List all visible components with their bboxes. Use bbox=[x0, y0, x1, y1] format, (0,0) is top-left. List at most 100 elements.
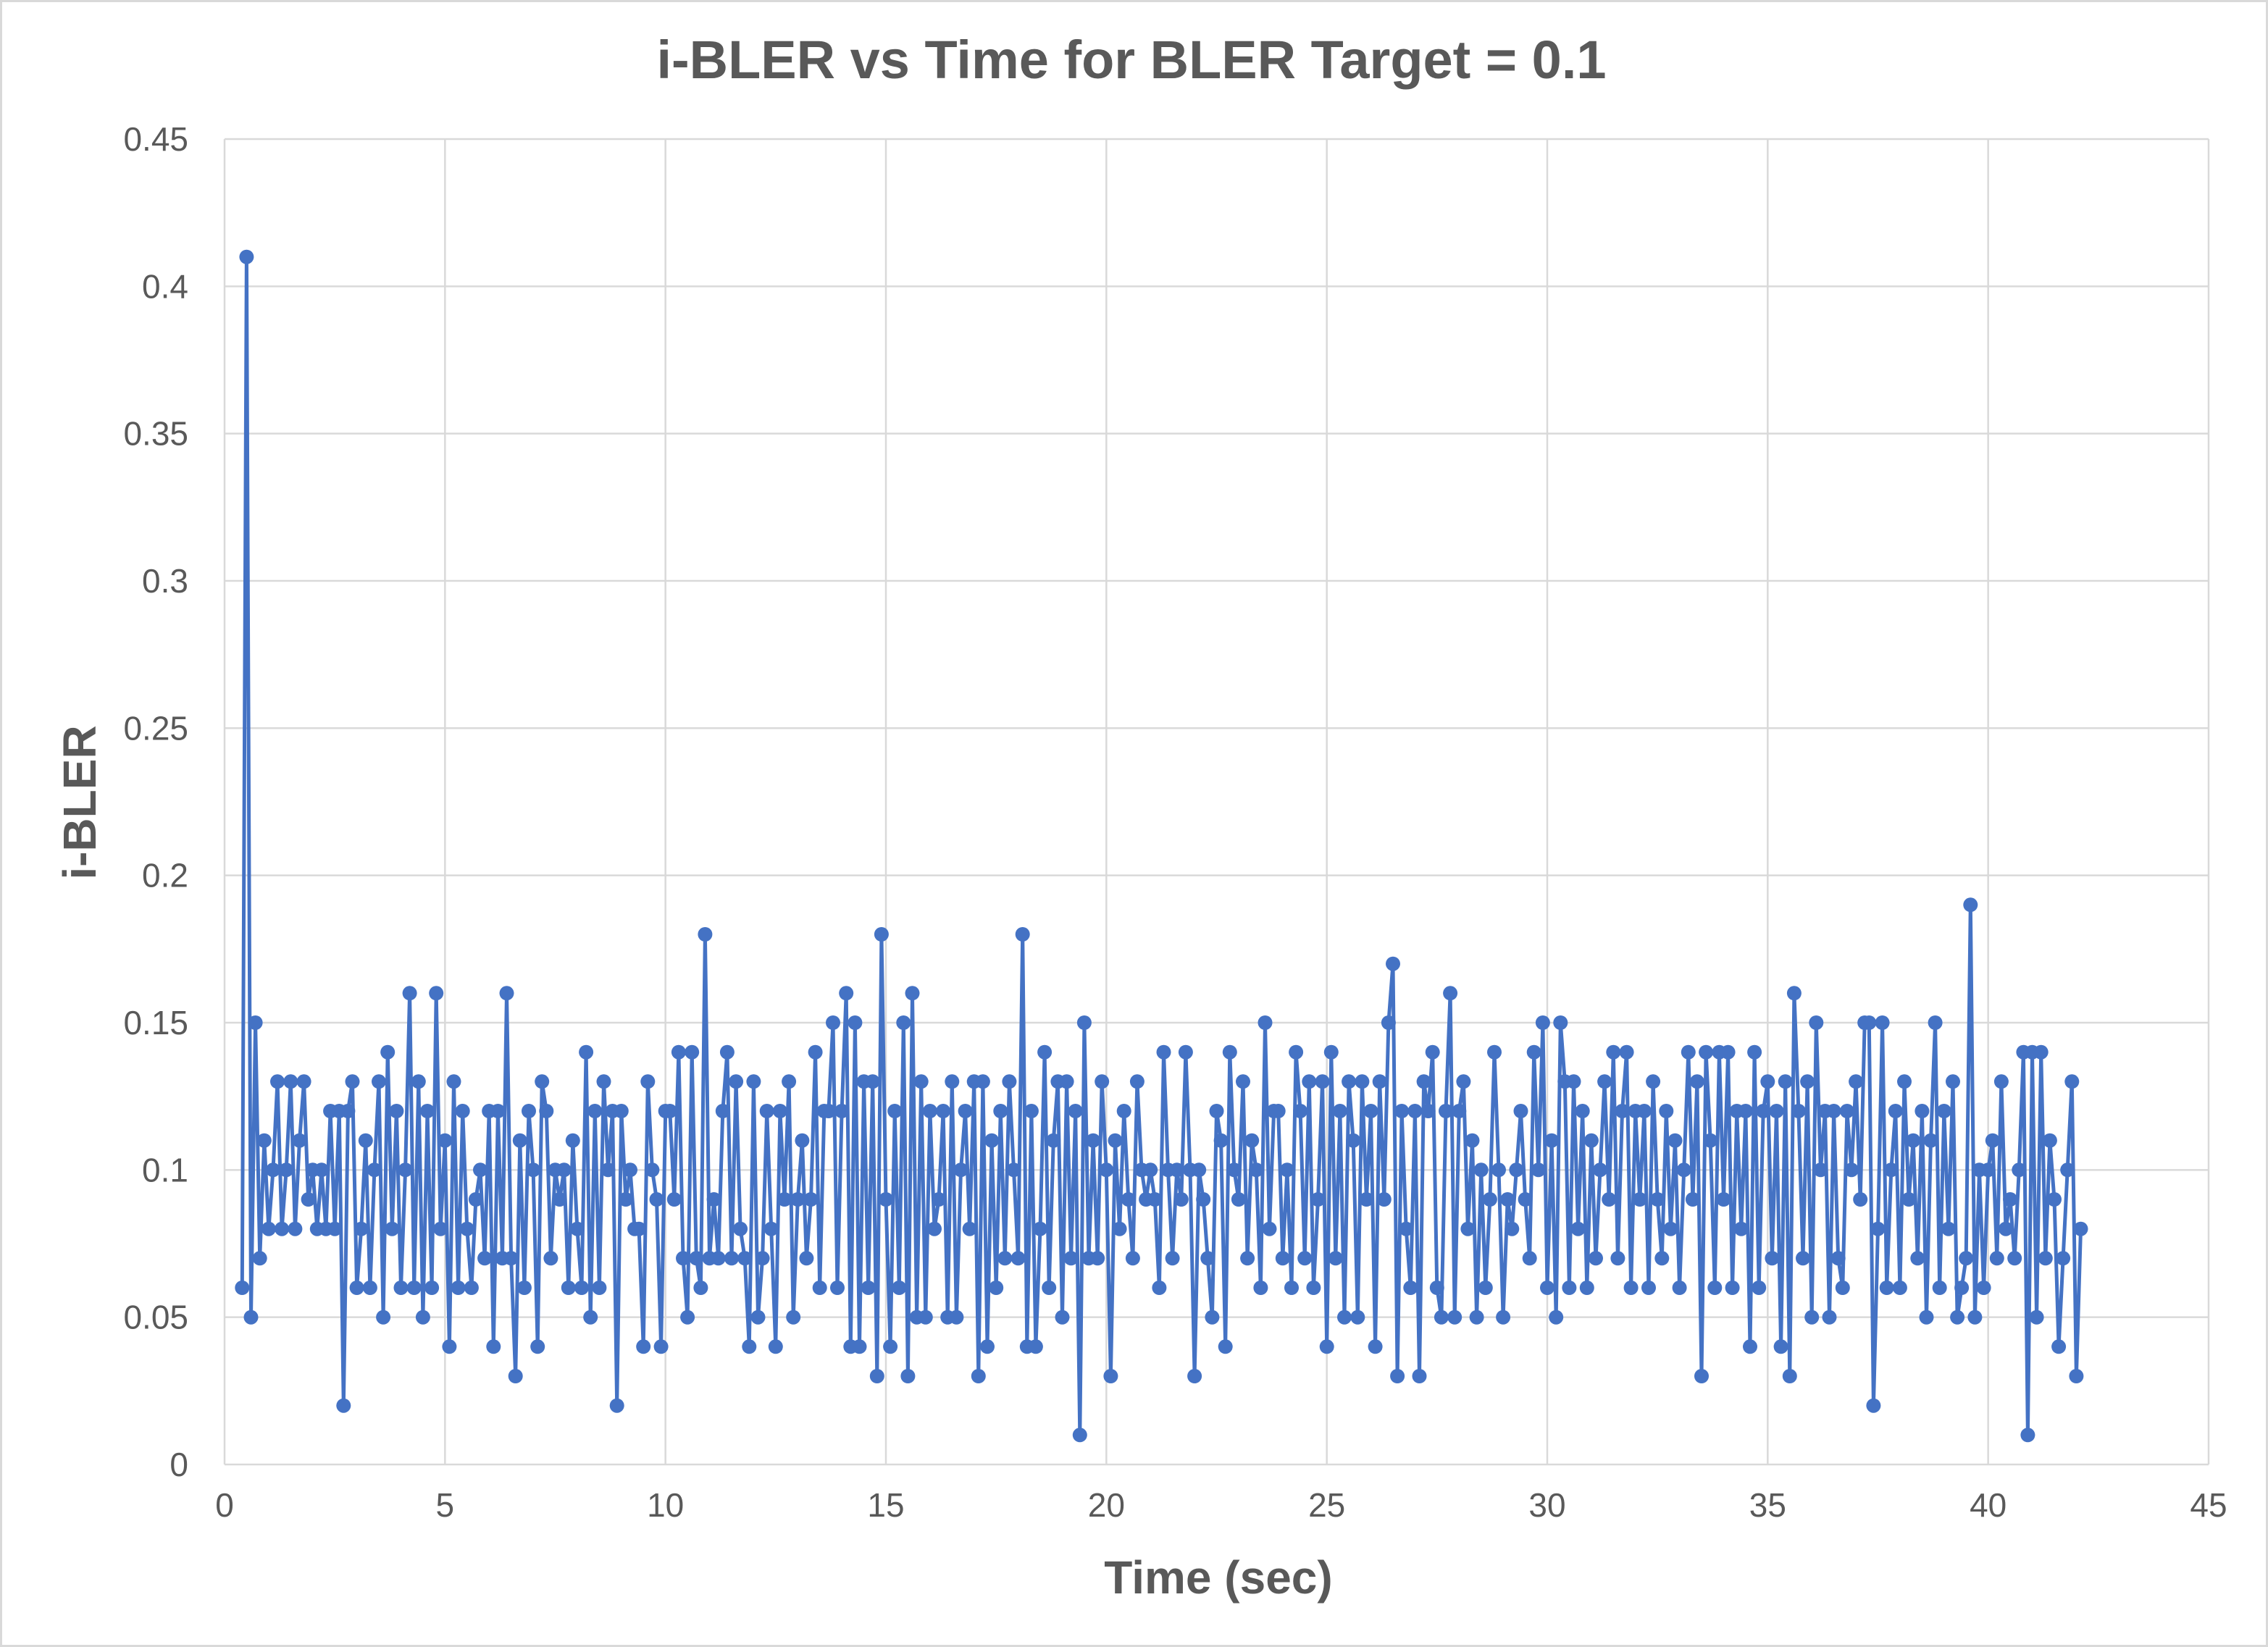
data-point bbox=[1125, 1251, 1140, 1266]
data-point bbox=[561, 1281, 576, 1295]
data-point bbox=[1002, 1074, 1017, 1089]
data-point bbox=[649, 1192, 664, 1207]
data-point bbox=[1540, 1281, 1554, 1295]
data-point bbox=[729, 1074, 744, 1089]
data-point bbox=[1323, 1044, 1339, 1060]
data-point bbox=[556, 1162, 572, 1178]
data-point bbox=[1271, 1104, 1286, 1118]
data-point bbox=[587, 1104, 603, 1118]
data-point bbox=[1076, 1015, 1092, 1030]
data-point bbox=[508, 1369, 523, 1383]
data-point bbox=[742, 1339, 757, 1354]
data-point bbox=[1046, 1133, 1061, 1148]
data-point bbox=[808, 1044, 823, 1060]
data-point bbox=[345, 1074, 360, 1089]
data-point bbox=[1575, 1104, 1590, 1118]
data-point bbox=[2056, 1251, 2071, 1266]
data-point bbox=[601, 1162, 616, 1178]
data-point bbox=[296, 1074, 311, 1089]
data-point bbox=[1883, 1162, 1899, 1178]
data-point bbox=[786, 1309, 801, 1325]
data-point bbox=[671, 1044, 686, 1060]
data-point bbox=[1006, 1162, 1021, 1178]
data-point bbox=[279, 1162, 294, 1178]
data-point bbox=[1752, 1281, 1767, 1295]
data-point bbox=[790, 1192, 805, 1207]
data-point bbox=[1319, 1339, 1334, 1354]
data-point bbox=[1936, 1104, 1951, 1118]
data-point bbox=[1676, 1162, 1691, 1178]
data-point bbox=[429, 986, 444, 1001]
data-point bbox=[1946, 1074, 1960, 1089]
data-point bbox=[499, 986, 514, 1001]
data-point bbox=[945, 1074, 960, 1089]
data-point bbox=[1196, 1192, 1211, 1207]
data-point bbox=[1456, 1074, 1471, 1089]
data-point bbox=[1835, 1281, 1850, 1295]
data-point bbox=[1469, 1309, 1484, 1325]
data-point bbox=[2033, 1044, 2049, 1060]
data-point bbox=[1147, 1192, 1163, 1207]
data-point bbox=[795, 1133, 810, 1148]
data-point bbox=[367, 1162, 382, 1178]
data-point bbox=[1509, 1162, 1524, 1178]
data-point bbox=[1434, 1309, 1449, 1325]
data-point bbox=[1090, 1251, 1105, 1266]
data-point bbox=[579, 1044, 594, 1060]
data-point bbox=[733, 1221, 748, 1236]
data-point bbox=[1332, 1104, 1347, 1118]
data-point bbox=[799, 1251, 814, 1266]
data-point bbox=[1862, 1015, 1877, 1030]
data-point bbox=[719, 1044, 735, 1060]
data-point bbox=[1593, 1162, 1607, 1178]
data-point bbox=[1716, 1192, 1731, 1207]
data-point bbox=[1928, 1015, 1943, 1030]
data-point bbox=[288, 1221, 303, 1236]
data-point bbox=[1720, 1044, 1736, 1060]
data-point bbox=[1496, 1309, 1511, 1325]
data-point bbox=[1068, 1104, 1083, 1118]
chart-title: i-BLER vs Time for BLER Target = 0.1 bbox=[656, 30, 1606, 90]
data-point bbox=[623, 1162, 637, 1178]
tick-labels: 0 5 10 15 20 25 30 35 40 45 0 0.05 0.1 0.15 0.2 0.25 0.3… bbox=[123, 120, 2227, 1524]
data-point bbox=[1350, 1309, 1365, 1325]
data-point bbox=[1849, 1074, 1864, 1089]
data-point bbox=[1822, 1309, 1837, 1325]
data-point bbox=[1015, 927, 1030, 942]
data-point bbox=[949, 1309, 964, 1325]
data-point bbox=[1213, 1133, 1229, 1148]
data-point bbox=[1033, 1221, 1047, 1236]
data-point bbox=[848, 1015, 863, 1030]
data-point bbox=[1152, 1281, 1167, 1295]
data-point bbox=[2007, 1251, 2022, 1266]
data-point bbox=[1394, 1104, 1410, 1118]
x-tick-label: 40 bbox=[1970, 1486, 2007, 1524]
data-point bbox=[1386, 956, 1400, 971]
data-point bbox=[1407, 1104, 1423, 1118]
x-tick-label: 25 bbox=[1308, 1486, 1345, 1524]
data-point bbox=[516, 1281, 532, 1295]
data-point bbox=[433, 1221, 448, 1236]
data-point bbox=[782, 1074, 797, 1089]
data-point bbox=[283, 1074, 298, 1089]
data-point bbox=[2029, 1309, 2044, 1325]
data-point bbox=[645, 1162, 660, 1178]
data-point bbox=[1782, 1369, 1797, 1383]
data-point bbox=[1888, 1104, 1903, 1118]
data-point bbox=[464, 1281, 479, 1295]
data-point bbox=[826, 1015, 840, 1030]
data-point bbox=[614, 1104, 629, 1118]
data-point bbox=[1143, 1162, 1158, 1178]
data-point bbox=[1976, 1281, 1991, 1295]
data-point bbox=[1875, 1015, 1890, 1030]
data-point bbox=[473, 1162, 488, 1178]
data-point bbox=[1583, 1133, 1599, 1148]
data-point bbox=[1809, 1015, 1824, 1030]
data-point bbox=[2042, 1133, 2057, 1148]
data-point bbox=[1866, 1398, 1881, 1413]
data-point bbox=[1116, 1104, 1131, 1118]
data-point bbox=[1169, 1162, 1184, 1178]
data-point bbox=[936, 1104, 951, 1118]
